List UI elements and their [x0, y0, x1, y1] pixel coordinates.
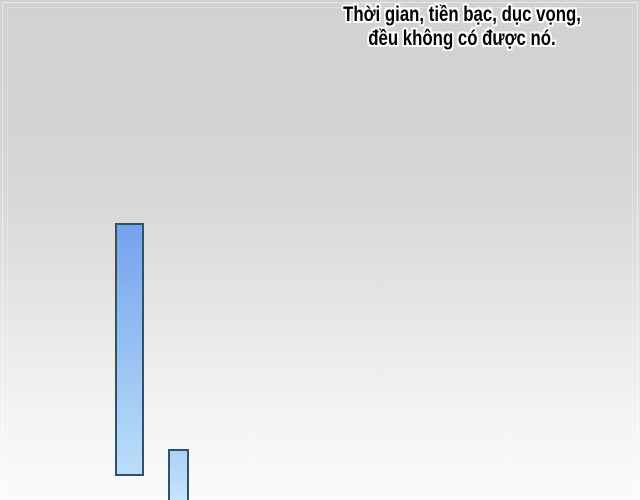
caption-line-2: đều không có được nó. — [368, 27, 556, 50]
caption-line-1: Thời gian, tiền bạc, dục vọng, — [343, 3, 581, 26]
tall-blue-bar — [115, 223, 144, 476]
short-blue-bar — [168, 449, 189, 500]
caption-text-block: Thời gian, tiền bạc, dục vọng, đều không… — [334, 3, 590, 51]
panel-frame-inner — [7, 7, 633, 493]
